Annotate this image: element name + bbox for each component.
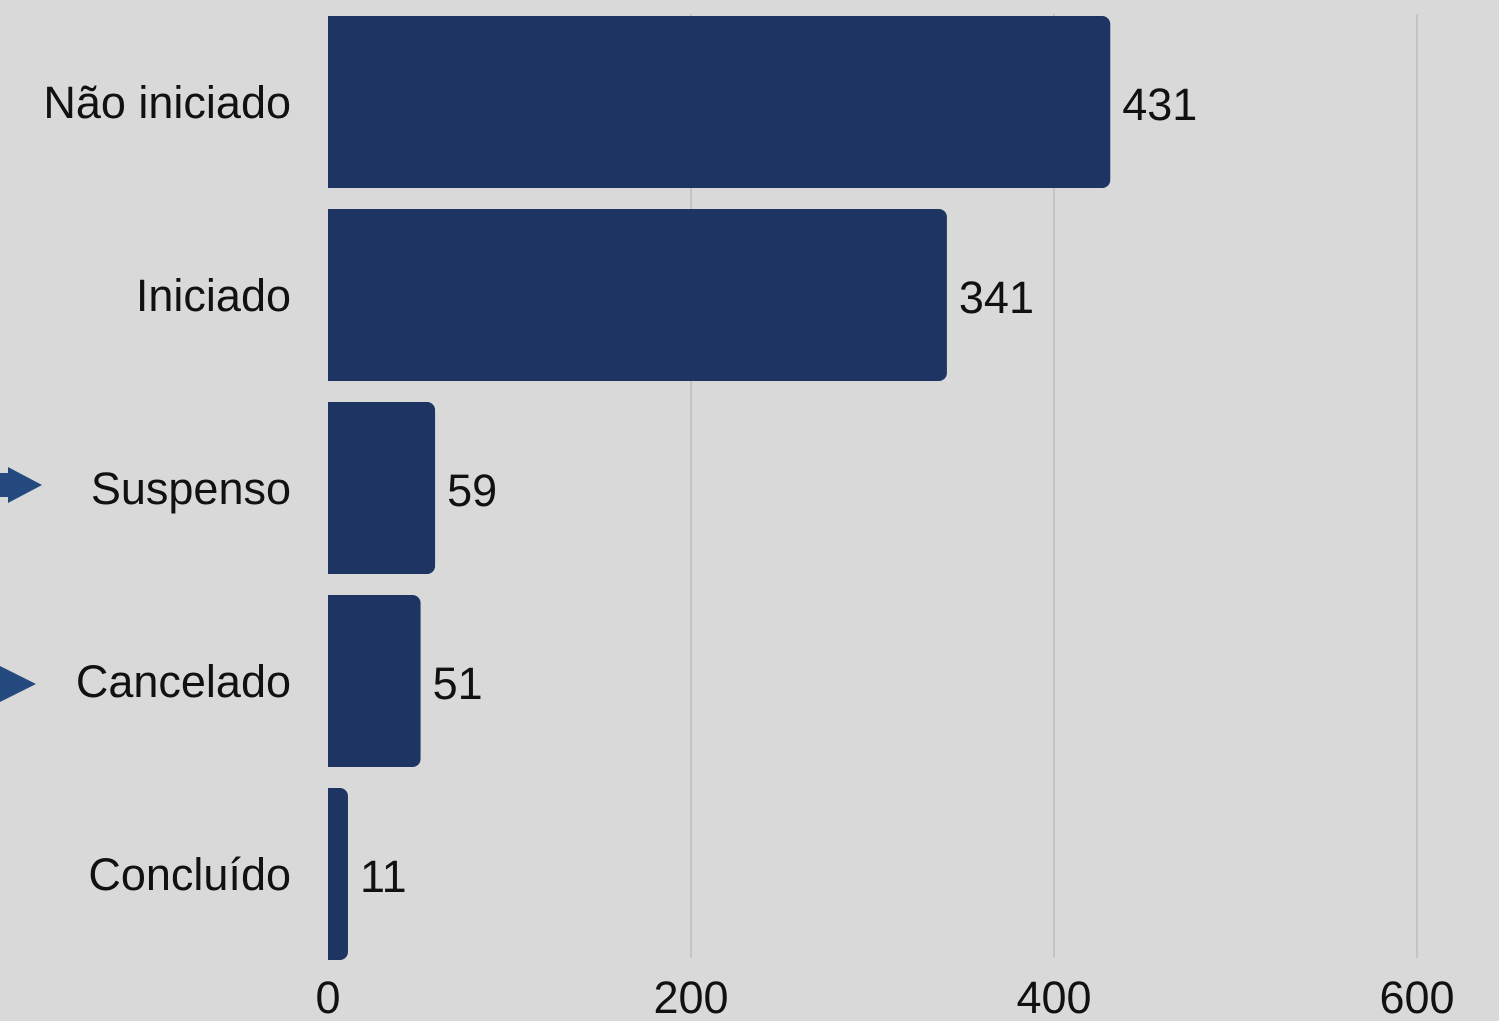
marker-layer [0,467,42,702]
x-tick-label: 400 [1016,972,1091,1021]
bar-edge [328,595,338,767]
x-tick-label: 0 [315,972,340,1021]
bar-edge [328,16,338,188]
category-label: Não iniciado [43,77,291,128]
arrow-marker-icon [0,467,42,503]
category-label: Iniciado [136,270,291,321]
value-label: 59 [447,465,497,516]
category-label: Suspenso [91,463,291,514]
bar-layer [328,16,1111,960]
bar-edge [328,209,338,381]
category-label: Cancelado [76,656,291,707]
bar [328,402,436,574]
value-label: 11 [360,851,407,902]
category-label: Concluído [88,849,291,900]
tick-layer: 0 200 400 600 [315,972,1454,1021]
label-layer: Não iniciado 431 Iniciado 341 Suspenso 59 Canc… [43,77,1197,902]
value-label: 341 [959,272,1034,323]
arrow-marker-icon [0,666,36,702]
bar [328,16,1111,188]
x-tick-label: 200 [653,972,728,1021]
bar-edge [328,788,338,960]
value-label: 431 [1122,79,1197,130]
bar [328,595,421,767]
bar [328,209,947,381]
value-label: 51 [433,658,483,709]
bar-edge [328,402,338,574]
x-tick-label: 600 [1379,972,1454,1021]
